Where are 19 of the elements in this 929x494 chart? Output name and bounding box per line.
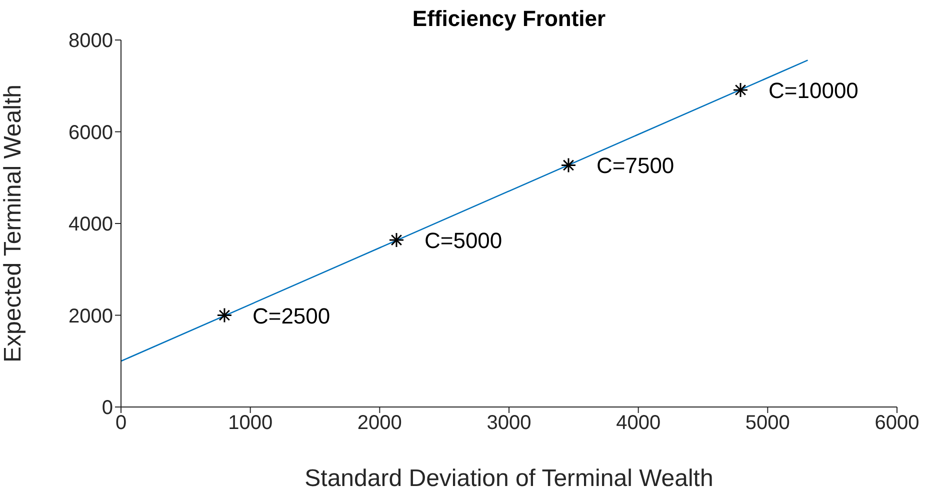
y-tick-label: 4000 [68,214,113,236]
annotation: C=7500 [596,153,674,178]
y-tick-label: 0 [102,397,113,420]
y-tick-label: 6000 [68,122,113,144]
x-tick-label: 2000 [357,412,402,434]
chart-title: Efficiency Frontier [411,6,607,32]
x-tick-label: 5000 [745,412,790,434]
x-tick-label: 4000 [616,412,661,434]
annotation: C=10000 [768,78,858,104]
y-tick-label: 8000 [68,30,113,52]
y-tick-label: 2000 [68,305,113,328]
y-axis-title: Expected Terminal Wealth [0,84,27,362]
x-axis-title: Standard Deviation of Terminal Wealth [304,465,714,492]
x-tick-label: 1000 [228,412,273,434]
x-tick-label: 0 [115,412,127,434]
x-tick-label: 3000 [486,412,532,434]
annotation: C=5000 [424,228,502,254]
x-tick-label: 6000 [874,412,920,434]
annotation: C=2500 [252,303,330,328]
